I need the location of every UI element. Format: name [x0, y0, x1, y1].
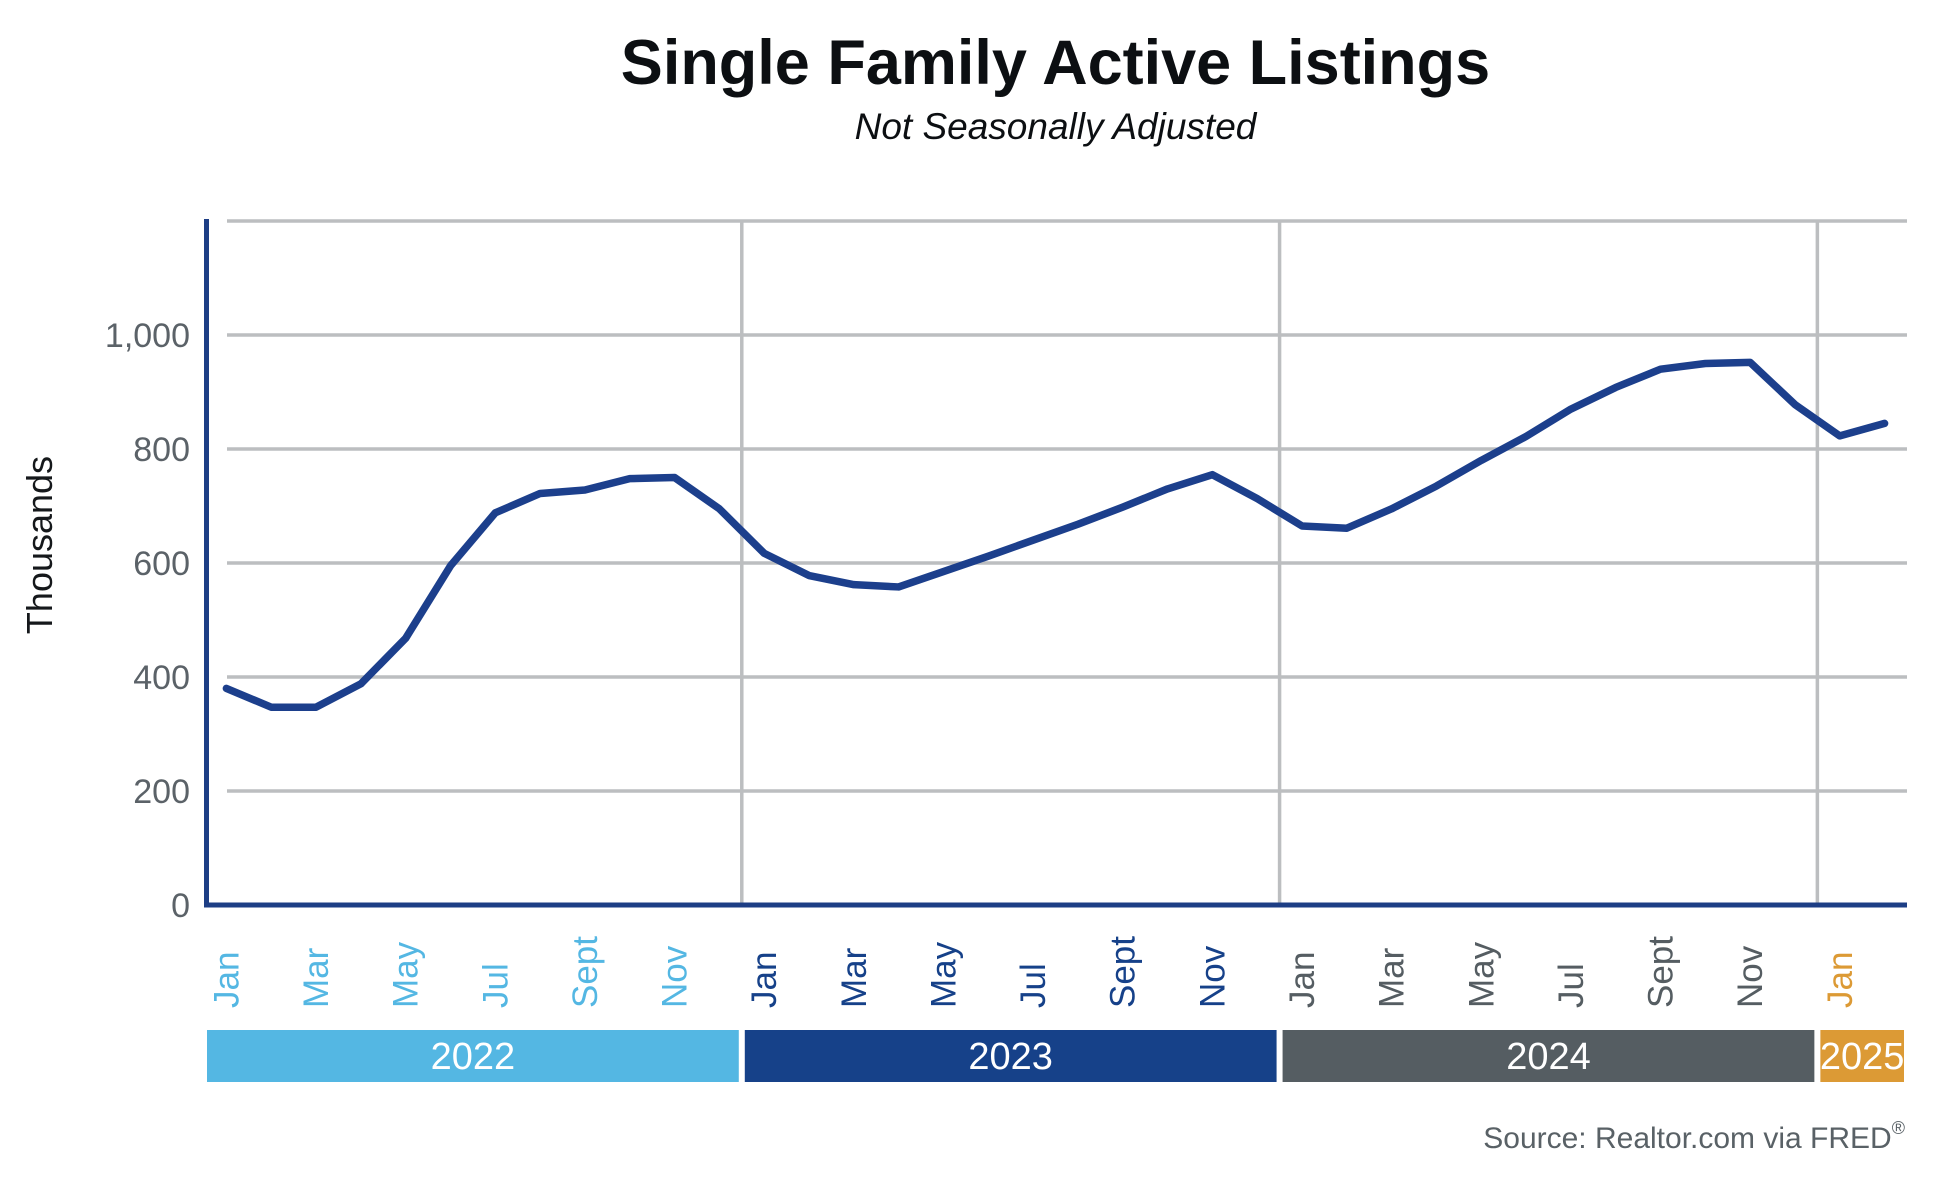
y-tick-label-1,000: 1,000: [105, 317, 190, 355]
year-band-2023: [744, 1030, 1277, 1082]
series-line: [222, 358, 1889, 711]
y-tick-label-200: 200: [133, 773, 190, 811]
y-tick-label-0: 0: [171, 887, 190, 925]
year-band-2022: [207, 1030, 739, 1082]
month-tick-label-jan-2025: Jan: [1821, 952, 1860, 1008]
chart-title: Single Family Active Listings: [620, 28, 1491, 98]
month-tick-label-jan-2023: Jan: [745, 952, 784, 1008]
title-block: Single Family Active Listings Not Season…: [204, 30, 1907, 148]
y-tick-label-800: 800: [133, 431, 190, 469]
registered-mark-icon: ®: [1891, 1118, 1905, 1138]
month-tick-label-mar-2024: Mar: [1373, 947, 1412, 1008]
source-note: Source: Realtor.com via FRED®: [1483, 1118, 1905, 1156]
month-tick-label-jul-2022: Jul: [476, 963, 515, 1008]
year-band-2024: [1282, 1030, 1815, 1082]
month-tick-label-nov-2024: Nov: [1731, 945, 1770, 1008]
year-band-label-2022: 2022: [431, 1036, 516, 1078]
month-tick-label-sept-2022: Sept: [566, 936, 605, 1008]
year-band-2025: [1820, 1030, 1904, 1082]
source-text: Source: Realtor.com via FRED: [1483, 1122, 1892, 1155]
month-tick-label-mar-2023: Mar: [835, 947, 874, 1008]
y-tick-label-400: 400: [133, 659, 190, 697]
year-band-label-2024: 2024: [1506, 1036, 1591, 1078]
month-tick-label-sept-2023: Sept: [1104, 936, 1143, 1008]
year-band-label-2025: 2025: [1820, 1036, 1905, 1078]
month-tick-label-jan-2024: Jan: [1283, 952, 1322, 1008]
month-tick-label-nov-2022: Nov: [656, 945, 695, 1008]
month-tick-label-mar-2022: Mar: [297, 947, 336, 1008]
month-tick-label-sept-2024: Sept: [1642, 936, 1681, 1008]
year-band-label-2023: 2023: [968, 1036, 1053, 1078]
y-tick-label-600: 600: [133, 545, 190, 583]
month-tick-label-nov-2023: Nov: [1193, 945, 1232, 1008]
chart-subtitle: Not Seasonally Adjusted: [854, 106, 1257, 148]
month-tick-label-may-2022: May: [387, 941, 426, 1008]
month-tick-label-may-2024: May: [1462, 941, 1501, 1008]
month-tick-label-jul-2023: Jul: [1014, 963, 1053, 1008]
month-tick-label-jul-2024: Jul: [1552, 963, 1591, 1008]
month-tick-label-jan-2022: Jan: [207, 952, 246, 1008]
month-tick-label-may-2023: May: [924, 941, 963, 1008]
